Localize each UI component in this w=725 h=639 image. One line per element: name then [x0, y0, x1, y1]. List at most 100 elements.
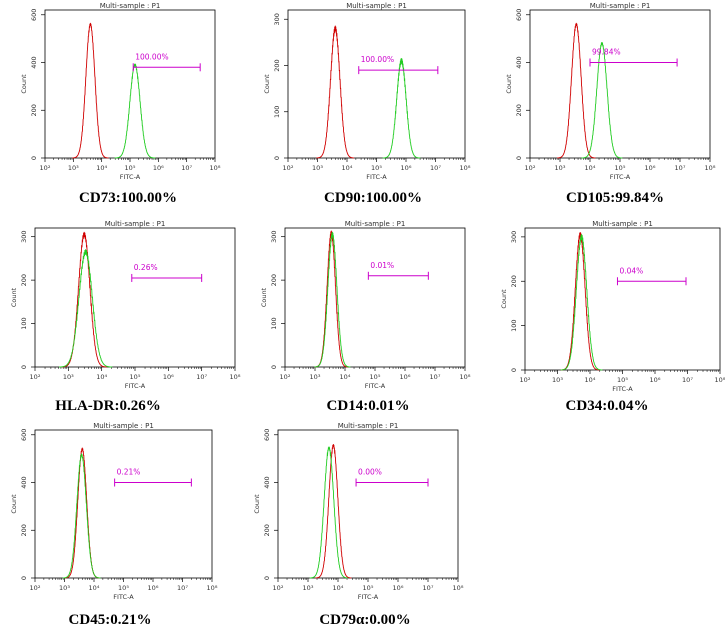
plot-frame: [44, 9, 216, 159]
y-axis-label: Count: [263, 74, 271, 94]
gate-label: 100.00%: [361, 55, 394, 64]
x-tick-label: 10³: [303, 584, 314, 592]
x-tick-label: 10⁶: [148, 584, 159, 592]
y-tick-label: 200: [263, 524, 271, 536]
y-tick-label: 200: [30, 104, 38, 116]
plot-title: Multi-sample : P1: [592, 220, 653, 228]
x-tick-label: 10⁴: [333, 584, 344, 592]
x-axis-label: FITC-A: [125, 382, 146, 390]
gate-label: 0.01%: [370, 261, 394, 270]
x-tick-label: 10³: [68, 164, 79, 172]
y-tick-label: 0: [20, 365, 28, 369]
x-tick-label: 10⁴: [89, 584, 100, 592]
isotype-histogram-line: [315, 444, 352, 579]
isotype-histogram-line: [314, 230, 349, 368]
x-tick-label: 10⁶: [400, 373, 411, 381]
histogram-panel-cd79a: Multi-sample : P1 0 200 400 600 Count 10² 10³ 10…: [240, 420, 485, 639]
caption-cd105: CD105:99.84%: [566, 190, 664, 206]
x-tick-label: 10²: [273, 584, 284, 592]
x-tick-label: 10⁵: [118, 584, 129, 592]
gate-label: 0.00%: [358, 468, 382, 477]
x-tick-label: 10²: [520, 376, 531, 384]
x-tick-label: 10⁷: [181, 164, 192, 172]
x-tick-label: 10⁴: [342, 164, 353, 172]
x-tick-label: 10³: [59, 584, 70, 592]
plot-title: Multi-sample : P1: [93, 422, 154, 430]
x-tick-label: 10⁷: [423, 584, 434, 592]
x-tick-label: 10²: [280, 373, 291, 381]
x-tick-label: 10³: [555, 164, 566, 172]
x-tick-label: 10⁸: [715, 376, 725, 384]
gate-label: 0.26%: [134, 263, 158, 272]
y-tick-label: 300: [20, 230, 28, 242]
x-tick-label: 10⁸: [705, 164, 716, 172]
x-tick-label: 10⁷: [430, 164, 441, 172]
caption-cd34: CD34:0.04%: [565, 398, 649, 414]
x-tick-label: 10⁸: [230, 373, 241, 381]
x-tick-label: 10⁷: [430, 373, 441, 381]
y-tick-label: 100: [270, 317, 278, 329]
y-tick-label: 0: [510, 368, 518, 372]
x-axis-label: FITC-A: [612, 385, 633, 393]
x-tick-label: 10⁶: [401, 164, 412, 172]
x-tick-label: 10⁴: [585, 376, 596, 384]
plot-frame: [277, 429, 459, 579]
y-axis-label: Count: [253, 494, 261, 514]
x-tick-label: 10²: [525, 164, 536, 172]
x-tick-label: 10²: [283, 164, 294, 172]
y-tick-label: 200: [510, 275, 518, 287]
x-tick-label: 10³: [552, 376, 563, 384]
histogram-cd90: Multi-sample : P1 0 100 200 300 Count 10² 10³ 10…: [263, 2, 471, 181]
x-tick-label: 10⁵: [130, 373, 141, 381]
isotype-histogram-line: [64, 447, 101, 579]
histogram-panel-cd45: Multi-sample : P1 0 200 400 600 Count 10² 10³ 10…: [0, 420, 240, 639]
histogram-hla-dr: Multi-sample : P1 0 100 200 300 Count 10² 10³ 10…: [10, 220, 241, 390]
gate-label: 0.04%: [619, 266, 643, 275]
x-axis-label: FITC-A: [358, 593, 379, 601]
histogram-panel-cd14: Multi-sample : P1 0 100 200 300 Count 10² 10³ 10…: [240, 215, 485, 420]
y-axis-label: Count: [10, 287, 18, 307]
x-axis-label: FITC-A: [366, 173, 387, 181]
caption-cd90: CD90:100.00%: [324, 190, 422, 206]
x-tick-label: 10⁶: [645, 164, 656, 172]
x-tick-label: 10³: [63, 373, 74, 381]
y-tick-label: 300: [510, 231, 518, 243]
histogram-cd79a: Multi-sample : P1 0 200 400 600 Count 10² 10³ 10…: [253, 422, 464, 601]
y-tick-label: 100: [20, 317, 28, 329]
caption-cd45: CD45:0.21%: [68, 612, 152, 628]
x-tick-label: 10⁵: [617, 376, 628, 384]
stained-histogram-line: [382, 58, 421, 159]
y-axis-label: Count: [505, 74, 513, 94]
stained-histogram-line: [314, 231, 351, 368]
gate-label: 99.84%: [592, 48, 621, 57]
y-tick-label: 100: [510, 319, 518, 331]
y-tick-label: 600: [263, 429, 271, 441]
y-tick-label: 300: [273, 13, 281, 25]
y-axis-label: Count: [10, 494, 18, 514]
histogram-panel-cd105: Multi-sample : P1 0 200 400 600 Count 10² 10³ 10…: [485, 0, 725, 215]
x-tick-label: 10⁶: [393, 584, 404, 592]
x-tick-label: 10⁷: [682, 376, 693, 384]
x-tick-label: 10⁶: [650, 376, 661, 384]
plot-title: Multi-sample : P1: [100, 2, 161, 10]
x-tick-label: 10³: [310, 373, 321, 381]
stained-histogram-line: [59, 249, 113, 368]
y-tick-label: 400: [20, 476, 28, 488]
y-tick-label: 400: [515, 56, 523, 68]
isotype-histogram-line: [72, 22, 109, 159]
x-axis-label: FITC-A: [610, 173, 631, 181]
x-tick-label: 10⁷: [177, 584, 188, 592]
isotype-histogram-line: [556, 22, 596, 159]
x-tick-label: 10⁵: [371, 164, 382, 172]
plot-frame: [284, 227, 466, 368]
plot-title: Multi-sample : P1: [346, 2, 407, 10]
x-tick-label: 10⁵: [363, 584, 374, 592]
plot-frame: [34, 429, 213, 579]
x-tick-label: 10²: [40, 164, 51, 172]
x-tick-label: 10⁶: [163, 373, 174, 381]
y-tick-label: 200: [20, 524, 28, 536]
histogram-cd73: Multi-sample : P1 0 200 400 600 Count 10² 10³ 10…: [20, 2, 221, 181]
x-axis-label: FITC-A: [113, 593, 134, 601]
stained-histogram-line: [560, 234, 603, 371]
y-tick-label: 400: [30, 56, 38, 68]
